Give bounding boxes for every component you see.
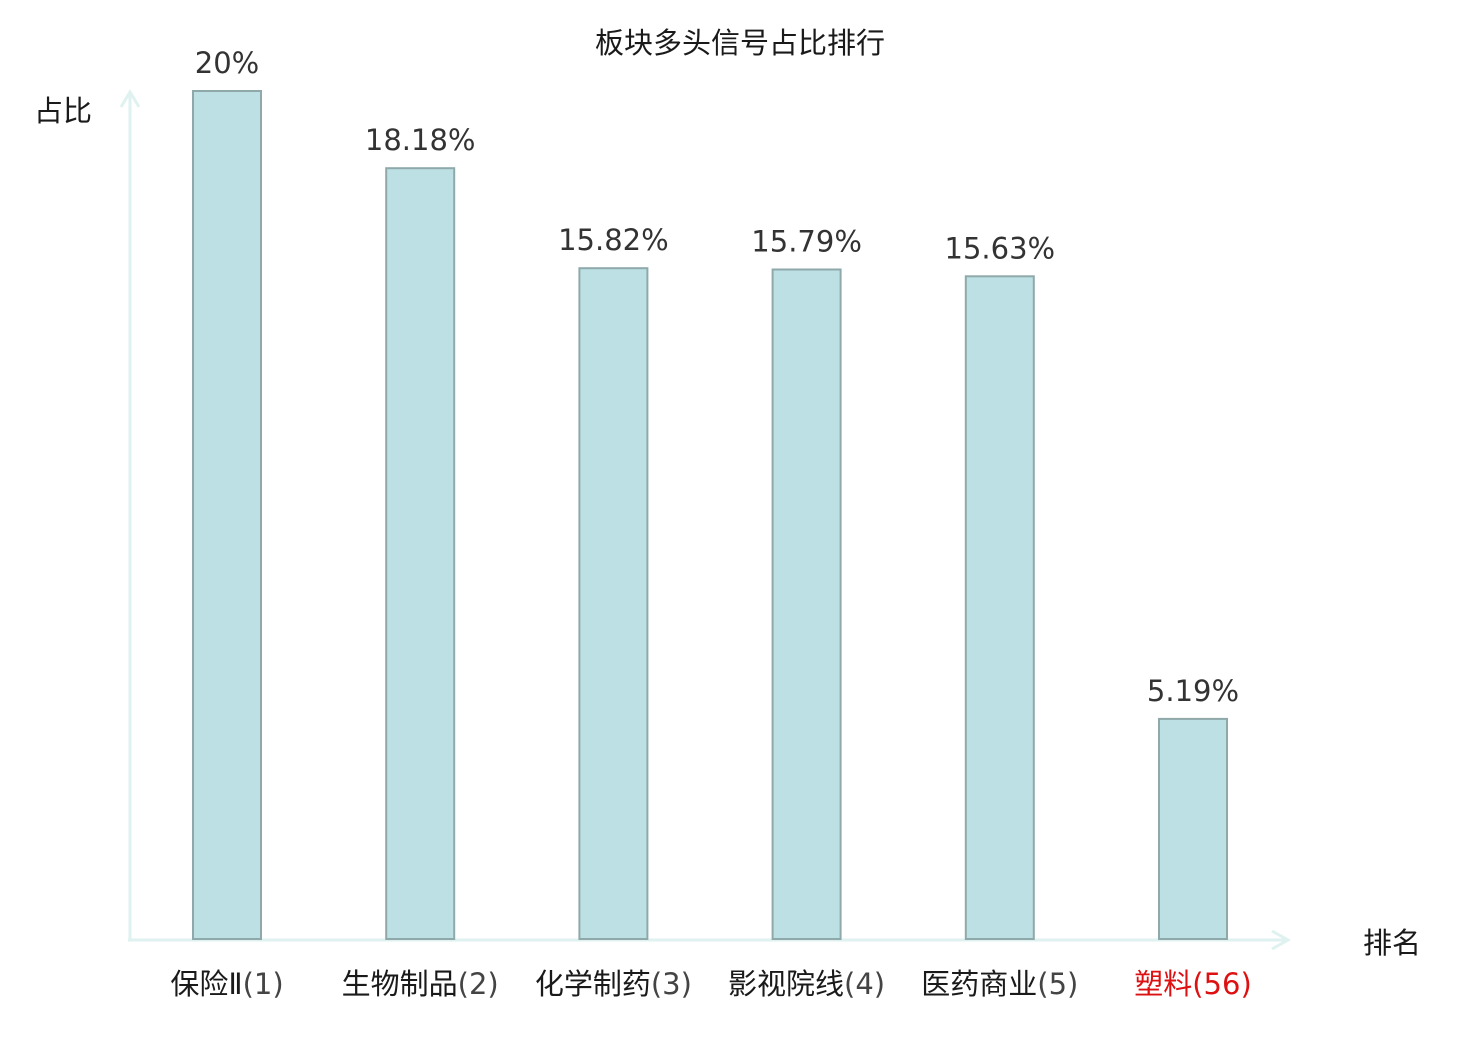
value-label-6: 5.19% bbox=[1147, 674, 1239, 708]
category-name-1: 保险Ⅱ bbox=[170, 967, 242, 1001]
category-name-5: 医药商业 bbox=[921, 967, 1037, 1001]
category-rank-4: (4) bbox=[844, 967, 885, 1001]
category-labels-group: 保险Ⅱ(1) 生物制品(2) 化学制药(3) 影视院线(4) 医药商业(5) 塑料(56) bbox=[170, 967, 1251, 1001]
bar-3 bbox=[578, 267, 649, 940]
category-label-5: 医药商业(5) bbox=[921, 967, 1078, 1001]
category-rank-2: (2) bbox=[458, 967, 499, 1001]
bar-4 bbox=[771, 268, 842, 940]
bar-2 bbox=[385, 167, 456, 940]
category-rank-1: (1) bbox=[243, 967, 284, 1001]
category-label-4: 影视院线(4) bbox=[728, 967, 885, 1001]
category-name-4: 影视院线 bbox=[728, 967, 844, 1001]
bar-1 bbox=[192, 90, 262, 940]
value-label-3: 15.82% bbox=[558, 223, 669, 257]
value-label-5: 15.63% bbox=[945, 231, 1056, 265]
category-name-3: 化学制药 bbox=[535, 967, 651, 1001]
category-rank-3: (3) bbox=[651, 967, 692, 1001]
category-label-1: 保险Ⅱ(1) bbox=[170, 967, 283, 1001]
category-label-6: 塑料(56) bbox=[1134, 967, 1252, 1001]
x-axis-label: 排名 bbox=[1363, 926, 1421, 960]
value-labels-group: 20% 18.18% 15.82% 15.79% 15.63% 5.19% bbox=[195, 46, 1239, 708]
category-rank-5: (5) bbox=[1037, 967, 1078, 1001]
bars-group bbox=[192, 90, 1228, 941]
y-axis-arrow-icon bbox=[119, 89, 141, 108]
chart-title: 板块多头信号占比排行 bbox=[595, 26, 885, 60]
axes bbox=[119, 89, 1292, 951]
category-name-2: 生物制品 bbox=[342, 967, 458, 1001]
value-label-1: 20% bbox=[195, 46, 259, 80]
category-label-3: 化学制药(3) bbox=[535, 967, 692, 1001]
x-axis-arrow-icon bbox=[1271, 929, 1292, 951]
y-axis-label: 占比 bbox=[34, 94, 92, 128]
bar-6 bbox=[1158, 717, 1228, 941]
category-label-2: 生物制品(2) bbox=[342, 967, 499, 1001]
category-rank-6: (56) bbox=[1192, 967, 1252, 1001]
value-label-4: 15.79% bbox=[751, 225, 862, 259]
value-label-2: 18.18% bbox=[365, 123, 476, 157]
bar-5 bbox=[964, 275, 1035, 940]
category-name-6: 塑料 bbox=[1134, 967, 1192, 1001]
